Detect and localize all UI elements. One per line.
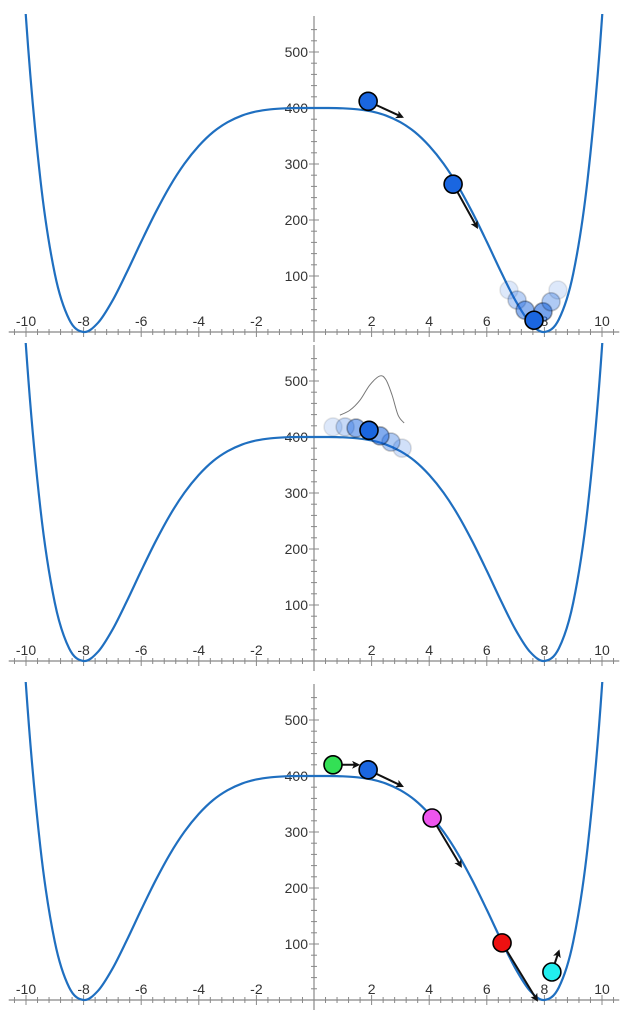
x-tick-label: 6 — [483, 981, 491, 997]
ball — [542, 962, 562, 982]
ball — [358, 760, 378, 780]
y-tick-label: 300 — [285, 824, 309, 840]
y-tick-label: 200 — [285, 880, 309, 896]
velocity-arrow — [501, 942, 538, 1002]
ball — [323, 754, 343, 775]
x-tick-label: -2 — [250, 313, 263, 329]
velocity-distribution-curve — [339, 375, 405, 424]
x-tick-label: 2 — [368, 981, 376, 997]
x-tick-label: -10 — [16, 313, 36, 329]
ball — [422, 808, 442, 828]
x-tick-label: -10 — [16, 642, 36, 658]
x-tick-label: -8 — [77, 313, 90, 329]
ball — [499, 280, 519, 300]
y-tick-label: 100 — [285, 936, 309, 952]
x-tick-label: 8 — [541, 981, 549, 997]
ball — [492, 933, 512, 953]
ball — [443, 174, 463, 194]
x-tick-label: 10 — [594, 981, 610, 997]
ball — [548, 280, 568, 300]
ball — [392, 438, 412, 459]
x-tick-label: 8 — [541, 642, 549, 658]
x-tick-label: -2 — [250, 981, 263, 997]
x-tick-label: -6 — [135, 313, 148, 329]
y-tick-label: 500 — [285, 712, 309, 728]
y-tick-label: 200 — [285, 212, 309, 228]
x-tick-label: -4 — [193, 313, 206, 329]
x-tick-label: 10 — [594, 313, 610, 329]
x-tick-label: 6 — [483, 642, 491, 658]
x-tick-label: -8 — [77, 642, 90, 658]
ball — [541, 291, 561, 312]
x-tick-label: -10 — [16, 981, 36, 997]
ball — [323, 417, 343, 437]
potential-curve — [24, 682, 604, 1002]
x-tick-label: 4 — [425, 313, 433, 329]
x-tick-label: -4 — [193, 642, 206, 658]
x-tick-label: 10 — [594, 642, 610, 658]
x-tick-label: -8 — [77, 981, 90, 997]
y-tick-label: 200 — [285, 541, 309, 557]
x-tick-label: -6 — [135, 642, 148, 658]
x-tick-label: 6 — [483, 313, 491, 329]
x-tick-label: 4 — [425, 981, 433, 997]
y-tick-label: 500 — [285, 373, 309, 389]
y-tick-label: 500 — [285, 44, 309, 60]
y-tick-label: 100 — [285, 268, 309, 284]
ball — [359, 420, 379, 441]
x-tick-label: -2 — [250, 642, 263, 658]
y-tick-label: 300 — [285, 485, 309, 501]
x-tick-label: 4 — [425, 642, 433, 658]
x-tick-label: -6 — [135, 981, 148, 997]
ball — [358, 91, 378, 112]
ball — [524, 310, 544, 331]
y-tick-label: 100 — [285, 597, 309, 613]
x-tick-label: -4 — [193, 981, 206, 997]
x-tick-label: 8 — [541, 313, 549, 329]
y-tick-label: 300 — [285, 156, 309, 172]
x-tick-label: 2 — [368, 313, 376, 329]
x-tick-label: 2 — [368, 642, 376, 658]
potential-curve — [24, 343, 604, 663]
